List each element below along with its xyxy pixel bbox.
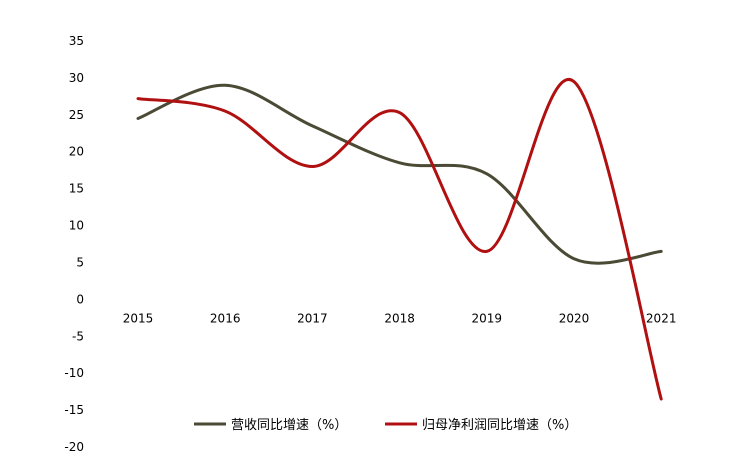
y-tick-label: -10 [64,366,84,380]
x-tick-label: 2015 [123,311,154,325]
series-lines [136,77,663,401]
legend: 营收同比增速（%） 归母净利润同比增速（%） [194,418,577,433]
y-tick-label: 30 [69,71,84,85]
y-tick-label: -20 [64,440,84,454]
x-tick-label: 2017 [297,311,328,325]
legend-label: 营收同比增速（%） [231,418,347,433]
x-tick-label: 2016 [210,311,241,325]
y-tick-label: 10 [69,219,84,233]
y-tick-label: -15 [64,403,84,417]
legend-label: 归母净利润同比增速（%） [422,418,577,433]
y-tick-label: 0 [76,292,84,306]
series-line-1 [136,77,663,401]
x-tick-label: 2018 [384,311,415,325]
y-tick-label: 25 [69,108,84,122]
x-tick-label: 2019 [472,311,503,325]
y-tick-label: -5 [72,329,84,343]
x-axis-ticks: 2015 2016 2017 2018 2019 2020 2021 [123,311,677,325]
y-tick-label: 35 [69,34,84,48]
series-line-0 [136,83,663,265]
y-tick-label: 5 [76,255,84,269]
x-tick-label: 2020 [559,311,590,325]
y-tick-label: 15 [69,182,84,196]
y-tick-label: 20 [69,145,84,159]
y-axis-ticks: 35 30 25 20 15 10 5 0 -5 -10 -15 -20 [64,34,84,454]
x-tick-label: 2021 [646,311,677,325]
